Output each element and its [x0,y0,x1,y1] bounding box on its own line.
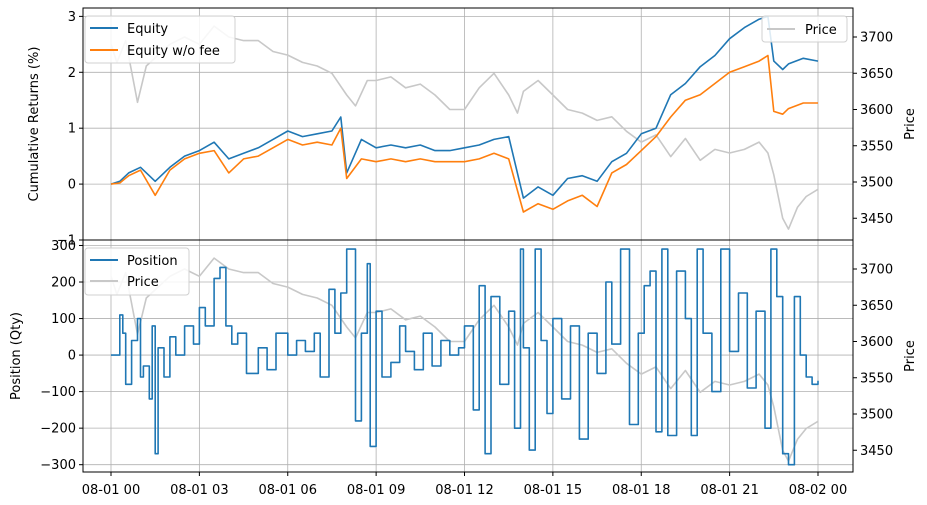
bot-ytick-label-0: −300 [40,458,76,473]
top-y2tick-label-3: 3600 [860,103,893,118]
top-y2ticks: 3450 3500 3550 3600 3650 3700 [853,31,893,227]
top-y2tick-label-5: 3700 [860,31,893,46]
top-ytick-label-2: 1 [68,122,76,137]
legend-position-label: Position [127,254,178,269]
xtick-label-1: 08-01 03 [170,483,228,498]
top-series-equity-w-o-fee [110,54,818,213]
top-series-equity [110,15,819,199]
legend-price-bottom-label: Price [127,275,159,290]
bot-ytick-label-4: 100 [51,312,76,327]
bottom-series [110,248,819,466]
top-ytick-label-3: 2 [68,66,76,81]
xtick-label-7: 08-01 21 [700,483,758,498]
bottom-yticks: −300 −200 −100 0 100 200 300 [40,239,83,473]
xtick-label-2: 08-01 06 [259,483,317,498]
bottom-legend: Position Price [84,247,190,296]
top-y2tick-label-0: 3450 [860,212,893,227]
bot-y2tick-label-2: 3550 [860,371,893,386]
bot-ytick-label-5: 200 [51,276,76,291]
top-ytick-label-4: 3 [68,10,76,25]
top-y2tick-label-4: 3650 [860,67,893,82]
bot-y2tick-label-5: 3700 [860,263,893,278]
bottom-y2-axis-label: Price [903,340,918,372]
legend-equity-wofee-label: Equity w/o fee [127,44,220,59]
bot-y2tick-label-4: 3650 [860,299,893,314]
xtick-label-3: 08-01 09 [347,483,405,498]
bot-y2tick-label-3: 3600 [860,335,893,350]
top-y2tick-label-2: 3550 [860,139,893,154]
bot-series-position [111,248,819,466]
top-yticks: −1 0 1 2 3 [57,10,83,249]
bottom-y-axis-label: Position (Qty) [9,312,24,400]
top-legend-left: Equity Equity w/o fee [84,15,236,64]
legend-equity-label: Equity [127,22,168,37]
bot-ytick-label-1: −200 [40,422,76,437]
bottom-y2ticks: 3450 3500 3550 3600 3650 3700 [853,263,893,459]
top-y2tick-label-1: 3500 [860,176,893,191]
bot-ytick-label-6: 300 [51,239,76,254]
legend-price-label: Price [805,23,837,38]
bottom-grid [83,240,853,472]
top-ytick-label-1: 0 [68,178,76,193]
bottom-frame [82,239,854,473]
xtick-label-0: 08-01 00 [82,483,140,498]
top-legend-right: Price [761,15,848,43]
bot-ytick-label-3: 0 [68,349,76,364]
xtick-label-8: 08-02 00 [789,483,847,498]
bot-y2tick-label-1: 3500 [860,408,893,423]
top-y2-axis-label: Price [903,108,918,140]
bottom-xticks: 08-01 00 08-01 03 08-01 06 08-01 09 08-01 12… [82,472,847,498]
top-ytick-label-0: −1 [57,234,76,249]
xtick-label-6: 08-01 18 [612,483,670,498]
xtick-label-5: 08-01 15 [524,483,582,498]
xtick-label-4: 08-01 12 [435,483,493,498]
bot-ytick-label-2: −100 [40,385,76,400]
top-panel: −1 0 1 2 3 3450 3500 3550 3600 3650 3700 Cumulati… [27,7,918,249]
bot-y2tick-label-0: 3450 [860,444,893,459]
top-y-axis-label: Cumulative Returns (%) [27,47,42,202]
bot-series-price [110,257,819,462]
